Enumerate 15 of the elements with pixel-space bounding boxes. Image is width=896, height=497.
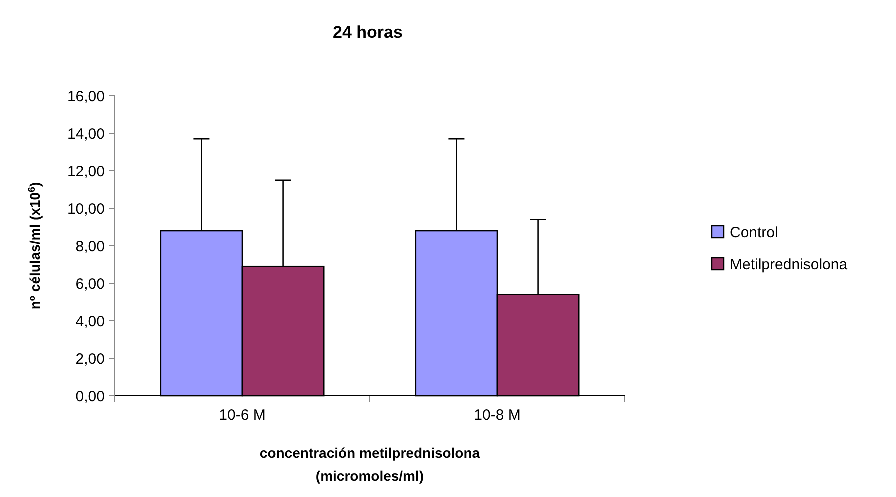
y-tick-label: 6,00 xyxy=(76,276,105,293)
x-tick-label: 10-8 M xyxy=(474,407,521,424)
chart-title: 24 horas xyxy=(333,23,403,42)
y-tick-label: 14,00 xyxy=(67,126,105,143)
x-tick-label: 10-6 M xyxy=(219,407,266,424)
legend-label: Control xyxy=(730,224,778,242)
y-tick-label: 10,00 xyxy=(67,200,105,218)
y-tick-label: 8,00 xyxy=(76,238,105,256)
legend-label: Metilprednisolona xyxy=(730,256,848,274)
y-tick-label: 4,00 xyxy=(76,313,105,330)
y-tick-label: 0,00 xyxy=(76,388,105,406)
x-axis-title: concentración metilprednisolona (micromoles/ml) xyxy=(260,445,480,484)
y-tick-label: 16,00 xyxy=(67,88,105,106)
y-tick-label: 12,00 xyxy=(67,163,105,180)
y-tick-label: 2,00 xyxy=(76,350,105,368)
